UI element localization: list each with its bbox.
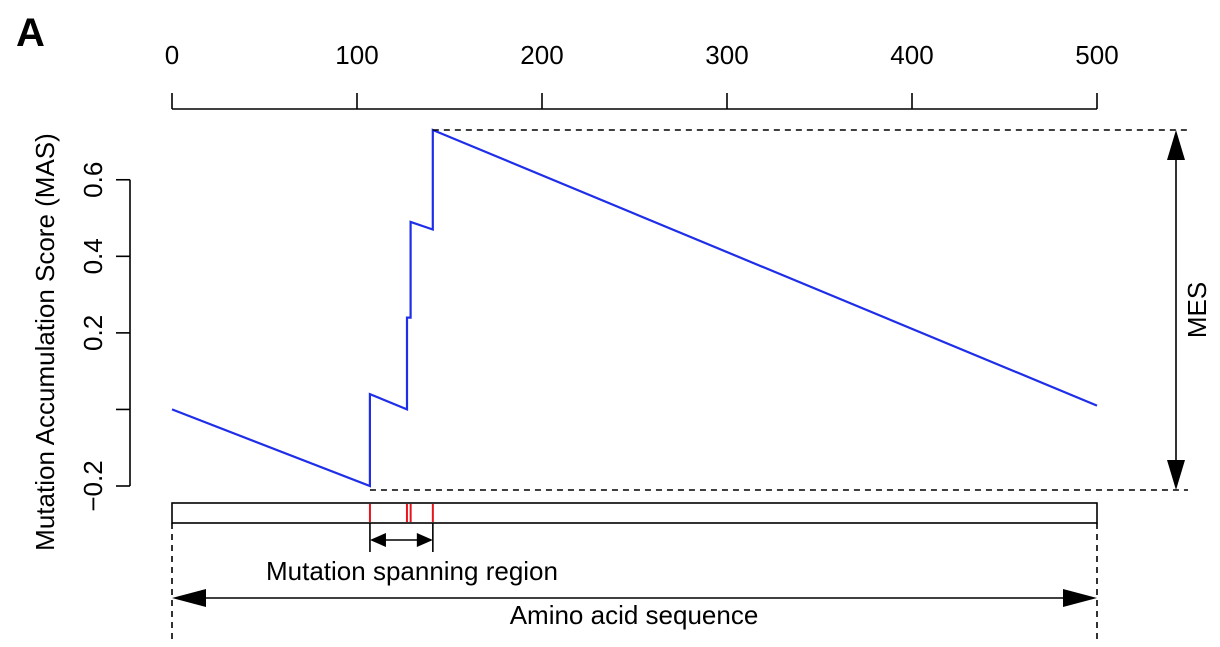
y-tick-label: −0.2 [78,460,108,511]
mutation-region-label: Mutation spanning region [266,556,558,586]
sequence-arrow-head-right [1063,589,1097,607]
y-axis: −0.2 0.2 0.4 0.6 [78,162,131,512]
region-arrow-head-right [416,533,433,547]
y-tick-label: 0.4 [78,238,108,274]
mutation-region-annotation: Mutation spanning region Amino acid sequ… [171,523,1098,640]
mas-series-line [171,128,1098,488]
y-axis-label: Mutation Accumulation Score (MAS) [30,133,60,551]
y-tick-label: 0.6 [78,162,108,198]
x-tick-label: 200 [520,40,563,70]
x-tick-label: 0 [165,40,179,70]
x-tick-label: 400 [890,40,933,70]
mes-label: MES [1182,282,1212,338]
sequence-arrow-head-left [172,589,206,607]
sequence-label: Amino acid sequence [510,600,759,630]
series-layer [171,128,1098,488]
region-arrow-head-left [369,533,386,547]
sequence-bar-rect [171,502,1098,524]
x-tick-label: 500 [1075,40,1118,70]
sequence-bar [171,502,1098,524]
x-tick-label: 100 [335,40,378,70]
y-tick-label: 0.2 [78,315,108,351]
panel-label: A [16,11,45,55]
mes-arrow-head-top [1167,130,1185,160]
mes-annotation: MES [369,129,1212,491]
x-tick-label: 300 [705,40,748,70]
mes-arrow-head-bottom [1167,460,1185,490]
x-axis: 0 100 200 300 400 500 [165,40,1119,110]
